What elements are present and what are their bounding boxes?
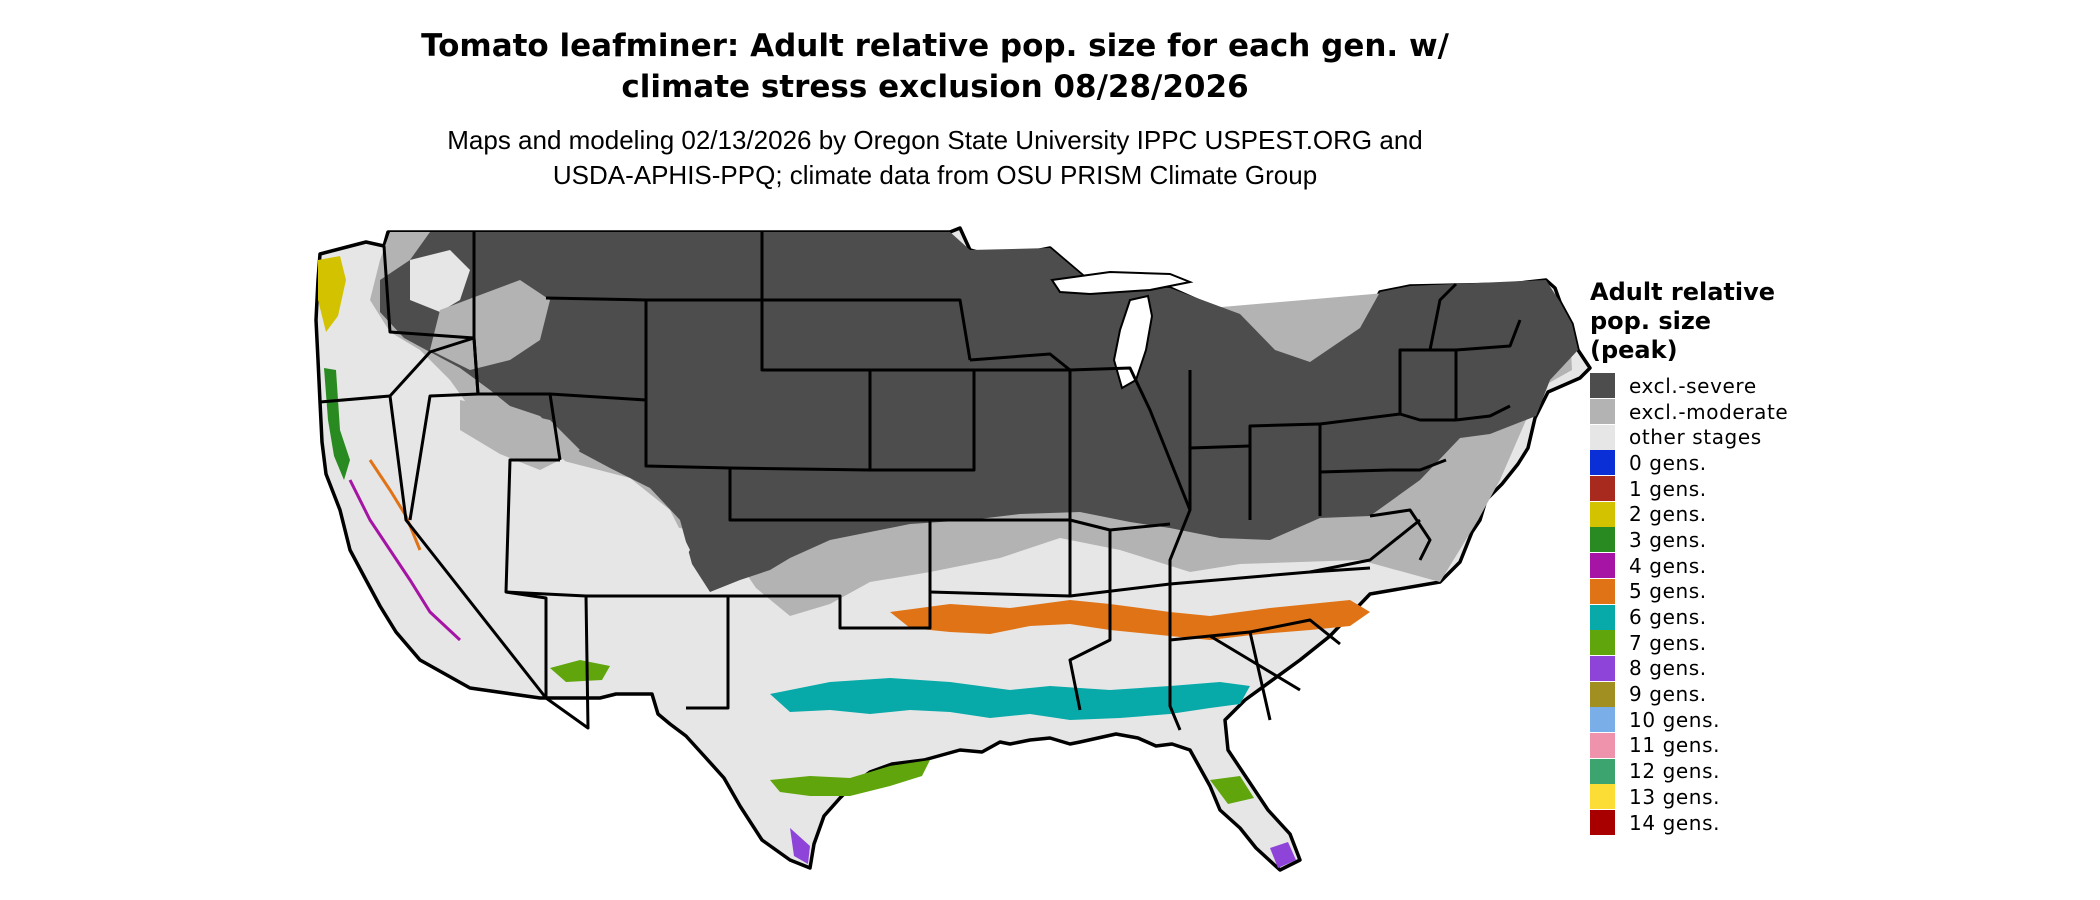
legend-swatch <box>1590 476 1615 502</box>
legend-swatch <box>1590 553 1615 579</box>
gen8-patch <box>790 828 810 864</box>
legend-label: 7 gens. <box>1629 630 1707 655</box>
us-map <box>314 226 1592 872</box>
legend-item: 3 gens. <box>1590 527 1788 553</box>
lake-superior <box>1050 270 1194 296</box>
legend-item: 6 gens. <box>1590 604 1788 630</box>
legend-label: 14 gens. <box>1629 810 1721 835</box>
legend-swatch <box>1590 527 1615 553</box>
excl-moderate-pocket <box>430 280 550 370</box>
legend-swatch <box>1590 399 1615 425</box>
map-title-line-1: Tomato leafminer: Adult relative pop. si… <box>421 28 1449 64</box>
map-title: Tomato leafminer: Adult relative pop. si… <box>0 26 1870 108</box>
legend-item: 5 gens. <box>1590 578 1788 605</box>
other-stages-pocket <box>410 250 470 312</box>
legend-swatch <box>1590 501 1615 527</box>
legend-swatch <box>1590 630 1615 656</box>
legend-item: 10 gens. <box>1590 707 1788 733</box>
legend-swatch <box>1590 655 1615 681</box>
map-subtitle-line-1: Maps and modeling 02/13/2026 by Oregon S… <box>447 125 1423 155</box>
gen6-band <box>770 678 1250 720</box>
map-subtitle: Maps and modeling 02/13/2026 by Oregon S… <box>0 123 1870 193</box>
legend-title-line-3: (peak) <box>1590 336 1678 364</box>
legend-swatch <box>1590 373 1615 399</box>
legend-swatch <box>1590 732 1615 758</box>
legend-title-line-1: Adult relative <box>1590 278 1776 306</box>
legend-swatch <box>1590 707 1615 733</box>
legend-label: 8 gens. <box>1629 656 1707 681</box>
legend-label: other stages <box>1629 425 1762 450</box>
legend-swatch <box>1590 604 1615 630</box>
gen8-patch-2 <box>1270 842 1296 868</box>
excl-moderate-pocket-2 <box>460 400 580 470</box>
legend-item: 13 gens. <box>1590 784 1788 810</box>
legend-items: excl.-severe excl.-moderate other stages 0 … <box>1590 373 1788 836</box>
legend-swatch <box>1590 578 1615 604</box>
map-title-line-2: climate stress exclusion 08/28/2026 <box>621 69 1249 105</box>
legend-label: excl.-severe <box>1629 373 1757 398</box>
legend-label: 10 gens. <box>1629 707 1721 732</box>
state-boundaries <box>319 232 1522 731</box>
legend-label: 0 gens. <box>1629 450 1707 475</box>
map-subtitle-line-2: USDA-APHIS-PPQ; climate data from OSU PR… <box>552 160 1318 190</box>
gen4-coast-band <box>348 479 462 642</box>
legend-item: 1 gens. <box>1590 476 1788 502</box>
legend-swatch <box>1590 424 1615 450</box>
legend-label: excl.-moderate <box>1629 399 1789 424</box>
legend-label: 13 gens. <box>1629 784 1721 809</box>
legend-label: 2 gens. <box>1629 502 1707 527</box>
legend-label: 4 gens. <box>1629 553 1707 578</box>
gen5-coast-band <box>368 459 422 551</box>
legend-item: 2 gens. <box>1590 501 1788 527</box>
map-legend: Adult relative pop. size (peak) excl.-se… <box>1590 278 1788 836</box>
legend-label: 6 gens. <box>1629 605 1707 630</box>
legend-item: 4 gens. <box>1590 553 1788 579</box>
legend-item: 12 gens. <box>1590 758 1788 784</box>
other-stages-pocket-2 <box>560 460 690 600</box>
legend-title: Adult relative pop. size (peak) <box>1590 278 1788 365</box>
gen7-band-3 <box>550 660 610 682</box>
legend-label: 3 gens. <box>1629 527 1707 552</box>
legend-item: excl.-moderate <box>1590 399 1788 425</box>
excl-severe-zone <box>380 232 1578 592</box>
legend-label: 9 gens. <box>1629 682 1707 707</box>
legend-item: 0 gens. <box>1590 450 1788 476</box>
legend-label: 12 gens. <box>1629 759 1721 784</box>
legend-swatch <box>1590 784 1615 810</box>
gen7-band-2 <box>1210 776 1254 804</box>
legend-label: 5 gens. <box>1629 579 1707 604</box>
legend-item: 14 gens. <box>1590 810 1788 836</box>
gen3-coast-band <box>324 368 350 480</box>
legend-item: 11 gens. <box>1590 732 1788 759</box>
gen7-band <box>770 760 930 796</box>
legend-title-line-2: pop. size <box>1590 307 1712 335</box>
legend-swatch <box>1590 810 1615 836</box>
legend-swatch <box>1590 681 1615 707</box>
legend-item: excl.-severe <box>1590 373 1788 399</box>
legend-swatch <box>1590 450 1615 476</box>
legend-item: 8 gens. <box>1590 655 1788 682</box>
legend-label: 11 gens. <box>1629 733 1721 758</box>
legend-item: other stages <box>1590 424 1788 450</box>
gen2-coast-band <box>318 256 346 332</box>
legend-label: 1 gens. <box>1629 476 1707 501</box>
legend-item: 7 gens. <box>1590 630 1788 656</box>
legend-swatch <box>1590 758 1615 784</box>
legend-item: 9 gens. <box>1590 681 1788 707</box>
gen5-band <box>890 600 1370 640</box>
